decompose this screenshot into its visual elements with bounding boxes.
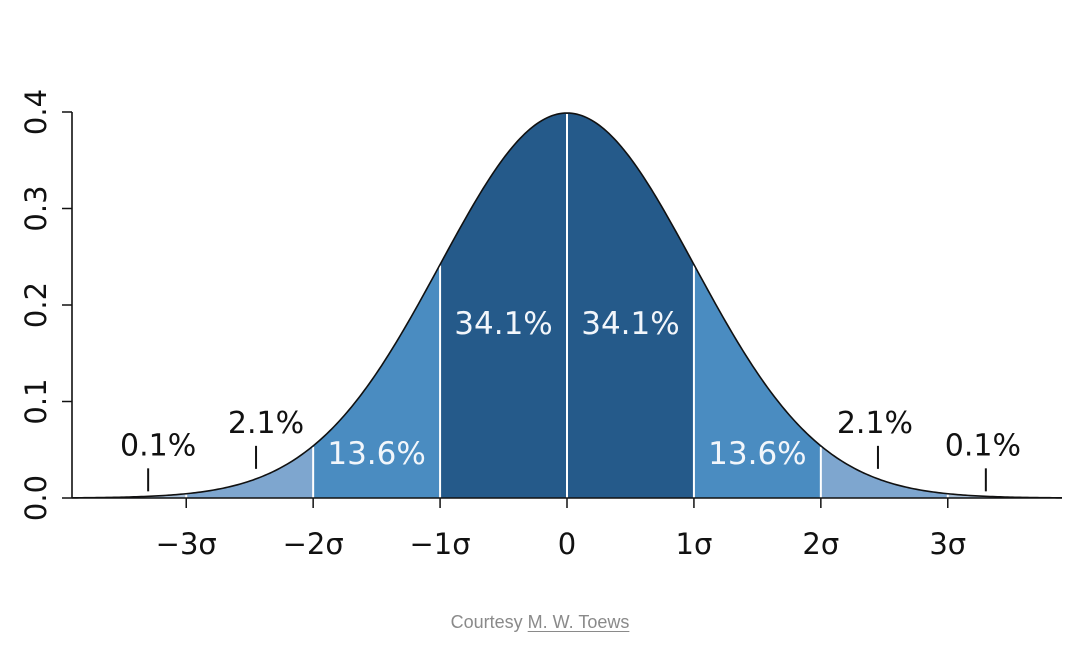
- credit-prefix: Courtesy: [450, 612, 523, 632]
- percent-label: 0.1%: [120, 428, 196, 463]
- region-7: [947, 493, 1062, 498]
- region-1: [186, 445, 314, 498]
- region-6: [820, 445, 948, 498]
- x-tick-label: 0: [558, 527, 576, 561]
- percent-label: 13.6%: [327, 436, 425, 472]
- x-tick-label: 2σ: [802, 527, 839, 561]
- percent-label: 2.1%: [228, 406, 304, 441]
- y-tick-label: 0.4: [19, 89, 53, 135]
- annotations: 0.1% 2.1% 13.6% 34.1% 34.1% 13.6% 2.1% 0.1%: [120, 306, 1021, 492]
- percent-label: 13.6%: [708, 436, 806, 472]
- x-tick-label: −1σ: [410, 527, 471, 561]
- percent-label: 2.1%: [837, 406, 913, 441]
- credit-line: Courtesy M. W. Toews: [0, 612, 1080, 633]
- axes: −3σ −2σ −1σ 0 1σ 2σ 3σ 0.0 0.1 0.2 0.3 0.4: [19, 89, 1062, 561]
- percent-label: 34.1%: [454, 306, 552, 342]
- region-0: [72, 493, 187, 498]
- region-3: [440, 113, 567, 499]
- percent-label: 34.1%: [581, 306, 679, 342]
- bell-curve: [71, 112, 1063, 499]
- y-tick-label: 0.1: [19, 378, 53, 424]
- x-tick-label: −2σ: [283, 527, 344, 561]
- y-tick-label: 0.3: [19, 185, 53, 231]
- x-tick-label: 3σ: [929, 527, 966, 561]
- region-dividers: [185, 114, 949, 498]
- x-tick-label: 1σ: [676, 527, 713, 561]
- y-tick-label: 0.0: [19, 475, 53, 521]
- author-link[interactable]: M. W. Toews: [527, 612, 630, 632]
- y-tick-label: 0.2: [19, 282, 53, 328]
- percent-label: 0.1%: [945, 428, 1021, 463]
- x-tick-label: −3σ: [156, 527, 217, 561]
- normal-distribution-chart: −3σ −2σ −1σ 0 1σ 2σ 3σ 0.0 0.1 0.2 0.3 0.4 0.1% 2.1%…: [19, 89, 1063, 561]
- region-4: [567, 113, 694, 499]
